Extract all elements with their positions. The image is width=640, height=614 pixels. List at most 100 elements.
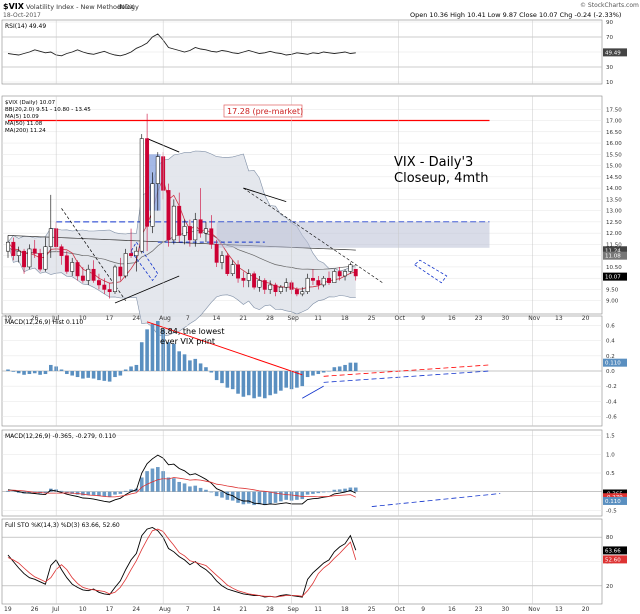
up-trendline	[114, 275, 180, 304]
macd-panel-bar	[65, 491, 69, 494]
resistance-zone	[216, 221, 490, 248]
macd-hist-bar	[225, 371, 230, 388]
macd-panel-bar	[172, 478, 176, 492]
macd-hist-bar	[6, 369, 10, 371]
macd-panel-bar	[327, 491, 331, 493]
candle-body	[48, 228, 53, 247]
macd-hist-bar	[22, 371, 26, 375]
candle-body	[273, 284, 278, 292]
price-tick-label: 14.50	[606, 175, 622, 181]
x-tick-label: Sep	[288, 606, 300, 613]
decline-trendline	[243, 187, 383, 283]
macd-panel-bar	[102, 491, 107, 497]
candle-body	[327, 277, 331, 283]
chart-title-line1: VIX - Daily'3	[394, 155, 473, 170]
candle-body	[311, 277, 315, 281]
macd-hist-tick-label: 0.2	[606, 354, 615, 360]
macd-hist-bar	[150, 324, 155, 371]
price-label-vix: $VIX (Daily) 10.07	[5, 100, 56, 106]
macd-tick-label: 0.5	[606, 471, 615, 477]
macd-hist-bar	[279, 371, 283, 391]
candle-body	[209, 228, 214, 245]
macd-tick-label: 1.0	[606, 452, 615, 458]
macd-hist-bar	[295, 371, 299, 388]
macd-hist-bar	[113, 371, 117, 378]
stoch-label: Full STO %K(14,3) %D(3) 63.66, 52.60	[5, 522, 120, 529]
price-tick-label: 17.50	[606, 107, 622, 113]
candle-body	[150, 183, 155, 227]
macd-panel-bar	[107, 491, 112, 497]
price-tick-label: 16.50	[606, 130, 622, 136]
candle-body	[177, 205, 182, 236]
x-tick-label: 17	[106, 315, 114, 322]
macd-hist-bar	[97, 371, 101, 381]
macd-panel-bar	[59, 490, 64, 492]
candle-body	[27, 248, 32, 268]
macd-hist-bar	[166, 342, 171, 371]
macd-hist-bar	[172, 343, 176, 371]
macd-hist-bar	[337, 366, 342, 371]
rsi-tick-label: 70	[606, 35, 613, 41]
macd-hist-bar	[177, 351, 181, 371]
macd-hist-bar	[81, 371, 85, 379]
candle-body	[230, 264, 235, 274]
x-tick-label: 18	[341, 315, 349, 322]
macd-label: MACD(12,26,9) -0.365, -0.279, 0.110	[5, 433, 116, 440]
macd-panel-bar	[353, 487, 358, 492]
macd-panel-bar	[118, 491, 123, 494]
x-tick-label: 10	[79, 315, 87, 322]
flag-pattern	[413, 259, 448, 284]
price-tick-label: 15.50	[606, 152, 622, 158]
macd-panel-bar	[91, 491, 96, 496]
macd-panel-bar	[246, 491, 251, 504]
macd-hist-label: MACD(12,26,9) Hist 0.110	[5, 319, 83, 326]
ohlc-readout: Open 10.36 High 10.41 Low 9.87 Close 10.…	[410, 11, 621, 19]
candle-body	[91, 268, 96, 281]
price-tick-label: 14.00	[606, 186, 622, 192]
macd-panel-bar	[225, 491, 230, 500]
macd-panel-bar	[86, 491, 91, 495]
macd-panel-bar	[193, 485, 198, 492]
macd-hist-bar	[156, 321, 160, 371]
lower-high-line	[243, 187, 287, 203]
macd-panel-bar	[332, 489, 337, 492]
macd-panel-bar	[209, 491, 214, 493]
price-label-ma5: MA(5) 10.09	[5, 114, 39, 120]
x-tick-label: Nov	[528, 315, 540, 322]
x-tick-label: 10	[79, 606, 87, 613]
rsi-tick-label: 10	[606, 80, 613, 86]
ma50-marker-bg	[603, 251, 627, 260]
macd-hist-bar	[230, 371, 235, 390]
x-tick-label: Sep	[288, 315, 300, 322]
candle-body	[252, 273, 257, 288]
candle-body	[139, 138, 144, 252]
macd-hist-bar	[134, 364, 139, 371]
rsi-tick-label: 30	[606, 65, 613, 71]
macd-hist-bar	[182, 354, 187, 371]
macd-hist-bar	[220, 371, 224, 384]
macd-panel-bar	[177, 481, 181, 492]
x-tick-label: 30	[502, 315, 510, 322]
macd-panel-bar	[6, 490, 10, 492]
candle-body	[134, 250, 139, 256]
x-tick-label: 25	[368, 315, 376, 322]
x-tick-label: 14	[213, 606, 221, 613]
bollinger-lower	[7, 242, 356, 337]
candle-body	[166, 190, 171, 241]
premarket-annotation: 17.28 (pre-market)	[227, 107, 303, 116]
candle-body	[182, 226, 187, 236]
macd-hist-bar	[316, 371, 321, 375]
macd-hist-bar	[204, 367, 208, 371]
candle-body	[257, 280, 262, 288]
candle-body	[155, 156, 160, 184]
macd-panel-bar	[129, 489, 133, 492]
macd-hist-bar	[27, 371, 32, 375]
macd-hist-bar	[75, 371, 80, 378]
down-trendline	[61, 208, 126, 301]
macd-panel-bar	[348, 487, 353, 492]
macd-panel-bar	[263, 491, 267, 506]
candle-body	[38, 253, 43, 270]
macd-panel-hist-marker: 0.110	[605, 499, 621, 505]
x-tick-label: 17	[106, 606, 114, 613]
